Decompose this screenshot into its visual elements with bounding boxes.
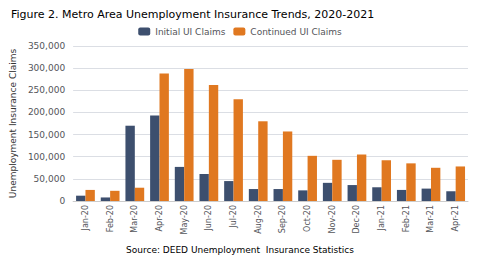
svg-text:Unemployment Insurance Claims: Unemployment Insurance Claims	[8, 49, 18, 199]
svg-text:Jun-20: Jun-20	[204, 205, 213, 232]
svg-text:Apr-20: Apr-20	[155, 205, 164, 231]
svg-text:Apr-21: Apr-21	[451, 205, 460, 231]
svg-text:Figure 2. Metro Area Unemploym: Figure 2. Metro Area Unemployment Insura…	[11, 8, 374, 21]
svg-text:Mar-20: Mar-20	[130, 205, 139, 233]
svg-text:50,000: 50,000	[34, 174, 66, 184]
svg-text:Jul-20: Jul-20	[229, 205, 238, 229]
svg-text:200,000: 200,000	[28, 107, 65, 117]
svg-text:Dec-20: Dec-20	[352, 205, 361, 234]
svg-text:Feb-21: Feb-21	[402, 205, 411, 232]
svg-text:100,000: 100,000	[28, 152, 65, 162]
svg-text:150,000: 150,000	[28, 130, 65, 140]
svg-text:300,000: 300,000	[28, 63, 65, 73]
svg-text:Initial UI Claims: Initial UI Claims	[155, 27, 225, 37]
svg-text:Mar-21: Mar-21	[426, 205, 435, 233]
svg-text:0: 0	[59, 196, 65, 206]
svg-text:250,000: 250,000	[28, 85, 65, 95]
svg-text:350,000: 350,000	[28, 41, 65, 51]
svg-text:Jan-21: Jan-21	[377, 205, 386, 231]
svg-text:Jan-20: Jan-20	[81, 205, 90, 231]
svg-text:Oct-20: Oct-20	[303, 205, 312, 232]
svg-text:Feb-20: Feb-20	[106, 205, 115, 232]
svg-text:Continued UI Claims: Continued UI Claims	[250, 27, 342, 37]
svg-text:Source: DEED Unemployment Ins: Source: DEED Unemployment Insurance Stat…	[126, 245, 354, 255]
svg-text:Aug-20: Aug-20	[254, 205, 263, 234]
svg-text:Sep-20: Sep-20	[278, 205, 287, 233]
svg-text:Nov-20: Nov-20	[328, 205, 337, 233]
svg-text:May-20: May-20	[180, 205, 189, 234]
